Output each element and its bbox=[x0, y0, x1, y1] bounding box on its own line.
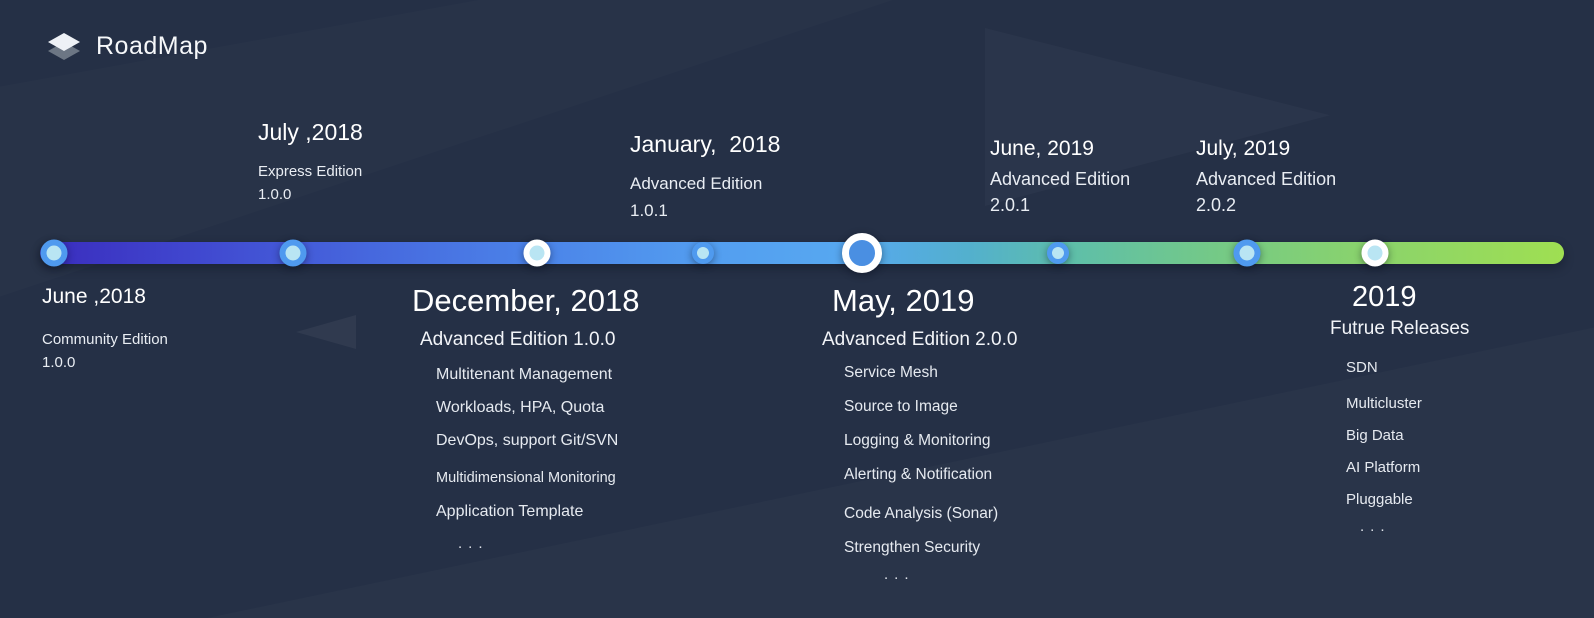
milestone-date: June, 2019 bbox=[990, 137, 1094, 160]
feature-item: Multitenant Management bbox=[436, 366, 613, 383]
brand: RoadMap bbox=[46, 30, 208, 63]
milestone-date: May, 2019 bbox=[832, 283, 975, 318]
feature-item: Strengthen Security bbox=[844, 539, 981, 556]
edition-label: Community Edition bbox=[42, 331, 168, 348]
feature-list: Service Mesh Source to Image Logging & M… bbox=[844, 363, 1017, 583]
milestone-subtitle: Futrue Releases bbox=[1330, 318, 1470, 339]
layers-logo-icon bbox=[48, 33, 80, 60]
feature-item: Multidimensional Monitoring bbox=[436, 470, 616, 486]
edition-label: Express Edition bbox=[258, 163, 363, 180]
milestone-jan2018: January, 2018 Advanced Edition 1.0.1 bbox=[630, 130, 780, 224]
milestone-sub: Express Edition 1.0.0 bbox=[258, 160, 363, 206]
timeline-node-jun2019 bbox=[1047, 242, 1069, 264]
timeline-node-jun2018 bbox=[40, 239, 68, 267]
timeline-node-dec2018 bbox=[523, 239, 551, 267]
feature-item: Source to Image bbox=[844, 398, 958, 415]
milestone-subtitle: Advanced Edition 2.0.0 bbox=[822, 329, 1018, 350]
feature-item: Multicluster bbox=[1346, 395, 1422, 412]
timeline-node-may2019 bbox=[842, 233, 882, 273]
edition-label: Advanced Edition bbox=[1196, 169, 1337, 189]
milestone-date: July ,2018 bbox=[258, 119, 363, 145]
feature-item: Pluggable bbox=[1346, 491, 1413, 508]
edition-label: Advanced Edition bbox=[630, 174, 763, 193]
feature-item: AI Platform bbox=[1346, 459, 1421, 476]
version-label: 2.0.2 bbox=[1196, 195, 1237, 215]
version-label: 1.0.0 bbox=[258, 186, 292, 203]
app-title: RoadMap bbox=[96, 32, 208, 60]
milestone-sub: Advanced Edition 1.0.1 bbox=[630, 170, 780, 224]
version-label: 2.0.1 bbox=[990, 195, 1031, 215]
milestone-date: December, 2018 bbox=[412, 283, 640, 318]
feature-item: Service Mesh bbox=[844, 364, 938, 381]
milestone-jun2018: June ,2018 Community Edition 1.0.0 bbox=[42, 284, 168, 374]
milestone-subtitle: Advanced Edition 1.0.0 bbox=[420, 329, 616, 350]
feature-item: Logging & Monitoring bbox=[844, 432, 991, 449]
feature-item: Code Analysis (Sonar) bbox=[844, 505, 999, 522]
milestone-date: July, 2019 bbox=[1196, 137, 1291, 160]
ellipsis-more: ... bbox=[1360, 518, 1391, 535]
milestone-jul2018: July ,2018 Express Edition 1.0.0 bbox=[258, 118, 363, 206]
feature-item: Alerting & Notification bbox=[844, 466, 993, 483]
milestone-jun2019: June, 2019 Advanced Edition 2.0.1 bbox=[990, 136, 1130, 218]
milestone-date: 2019 bbox=[1352, 281, 1417, 313]
feature-item: Application Template bbox=[436, 503, 584, 520]
feature-item: DevOps, support Git/SVN bbox=[436, 432, 619, 449]
ellipsis-more: ... bbox=[884, 566, 915, 583]
feature-item: Big Data bbox=[1346, 427, 1404, 444]
ellipsis-more: ... bbox=[458, 535, 489, 552]
milestone-sub: Community Edition 1.0.0 bbox=[42, 328, 168, 374]
version-label: 1.0.0 bbox=[42, 354, 76, 371]
timeline-node-jan2018 bbox=[692, 242, 714, 264]
milestone-may2019: May, 2019 Advanced Edition 2.0.0 Service… bbox=[822, 283, 1017, 583]
timeline-node-jul2018 bbox=[279, 239, 307, 267]
timeline-node-jul2019 bbox=[1233, 239, 1261, 267]
feature-item: Workloads, HPA, Quota bbox=[436, 399, 605, 416]
version-label: 1.0.1 bbox=[630, 201, 668, 220]
milestone-sub: Advanced Edition 2.0.2 bbox=[1196, 166, 1336, 218]
milestone-sub: Advanced Edition 2.0.1 bbox=[990, 166, 1130, 218]
timeline-node-2019 bbox=[1361, 239, 1389, 267]
milestone-dec2018: December, 2018 Advanced Edition 1.0.0 Mu… bbox=[412, 283, 639, 552]
feature-list: SDN Multicluster Big Data AI Platform Pl… bbox=[1346, 358, 1469, 535]
milestone-jul2019: July, 2019 Advanced Edition 2.0.2 bbox=[1196, 136, 1336, 218]
feature-item: SDN bbox=[1346, 359, 1378, 376]
milestone-date: January, 2018 bbox=[630, 131, 781, 157]
feature-list: Multitenant Management Workloads, HPA, Q… bbox=[436, 365, 639, 552]
edition-label: Advanced Edition bbox=[990, 169, 1131, 189]
timeline-bar bbox=[40, 242, 1564, 264]
milestone-date: June ,2018 bbox=[42, 285, 146, 308]
bg-polygon-left-arrow bbox=[296, 315, 356, 349]
milestone-2019: 2019 Futrue Releases SDN Multicluster Bi… bbox=[1330, 280, 1469, 535]
